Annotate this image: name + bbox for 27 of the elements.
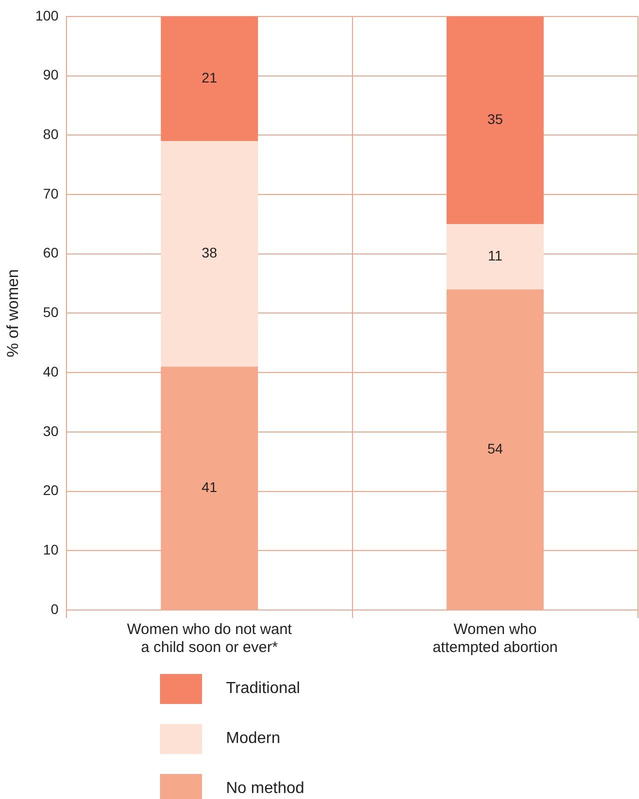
data-label: 41	[202, 478, 218, 495]
y-tick-label: 10	[42, 542, 59, 558]
y-tick-label: 90	[42, 66, 59, 83]
bar	[446, 16, 544, 224]
y-tick-label: 30	[42, 422, 59, 439]
y-tick-label: 80	[42, 126, 59, 142]
legend-label: Modern	[226, 730, 280, 748]
data-label: 54	[487, 440, 504, 456]
y-tick-label: 50	[42, 304, 59, 320]
y-tick-label: 70	[42, 185, 59, 202]
data-label: 21	[202, 70, 218, 86]
y-tick-label: 0	[50, 600, 59, 617]
data-label: 35	[487, 111, 504, 128]
y-tick-label: 100	[35, 7, 59, 24]
y-tick-label: 20	[42, 482, 59, 498]
y-tick-label: 40	[42, 363, 59, 380]
legend-label: Traditional	[226, 680, 300, 698]
legend-label: No method	[226, 780, 304, 798]
bar	[160, 16, 258, 142]
bar	[446, 224, 544, 290]
data-label: 38	[202, 244, 218, 261]
bar	[160, 141, 258, 367]
y-axis-title: % of women	[5, 269, 22, 358]
y-tick-label: 60	[42, 244, 59, 261]
x-tick-label: Women who do not want a child soon or ever*	[127, 621, 293, 656]
x-tick-label: Women who attempted abortion	[432, 621, 558, 656]
data-label: 11	[488, 248, 503, 264]
